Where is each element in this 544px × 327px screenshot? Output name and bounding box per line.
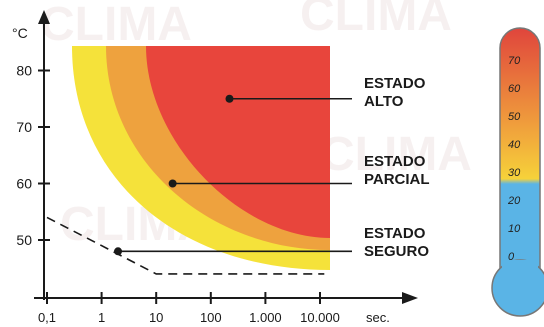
region-alto <box>146 46 330 238</box>
thermometer-neck <box>502 260 538 290</box>
thermometer: 70 60 50 40 30 20 10 0 <box>491 27 544 317</box>
thermometer-tick-label: 50 <box>508 111 521 123</box>
x-axis-arrow <box>402 292 418 304</box>
stress-regions <box>72 46 330 270</box>
x-unit-label: sec. <box>366 310 390 325</box>
y-unit-label: °C <box>12 25 28 41</box>
y-ticks: 50 60 70 80 <box>16 63 50 248</box>
svg-text:CLIMA: CLIMA <box>320 128 472 181</box>
thermometer-scale: 70 60 50 40 30 20 10 0 <box>507 55 521 263</box>
thermometer-tick-label: 60 <box>508 83 521 95</box>
thermometer-tick-label: 0 <box>508 251 515 263</box>
y-tick-label: 50 <box>16 232 32 248</box>
callout-label-line2: PARCIAL <box>364 171 430 188</box>
axes <box>34 10 418 304</box>
thermometer-tick-label: 70 <box>508 55 521 67</box>
callout-label-line1: ESTADO <box>364 75 426 92</box>
callout-label-line1: ESTADO <box>364 153 426 170</box>
x-tick-label: 1.000 <box>249 310 282 325</box>
x-tick-label: 0,1 <box>38 310 56 325</box>
svg-text:CLIMA: CLIMA <box>300 0 452 41</box>
x-ticks: 0,1 1 10 100 1.000 10.000 <box>38 292 340 325</box>
thermometer-tick-label: 20 <box>507 195 521 207</box>
x-tick-label: 1 <box>98 310 105 325</box>
y-axis-arrow <box>38 10 50 24</box>
safe-boundary-line <box>46 216 325 275</box>
callout-label-line2: SEGURO <box>364 243 429 260</box>
x-tick-label: 10 <box>149 310 163 325</box>
thermometer-tick-label: 40 <box>508 139 521 151</box>
x-tick-label: 100 <box>200 310 222 325</box>
callout-label-line1: ESTADO <box>364 225 426 242</box>
callout-label-line2: ALTO <box>364 93 404 110</box>
thermometer-tube <box>499 27 541 289</box>
svg-text:CLIMA: CLIMA <box>40 0 192 51</box>
thermometer-tick-label: 30 <box>508 167 521 179</box>
y-tick-label: 80 <box>16 63 32 79</box>
x-tick-label: 10.000 <box>300 310 340 325</box>
y-tick-label: 70 <box>16 119 32 135</box>
y-tick-label: 60 <box>16 176 32 192</box>
thermometer-tick-label: 10 <box>508 223 521 235</box>
